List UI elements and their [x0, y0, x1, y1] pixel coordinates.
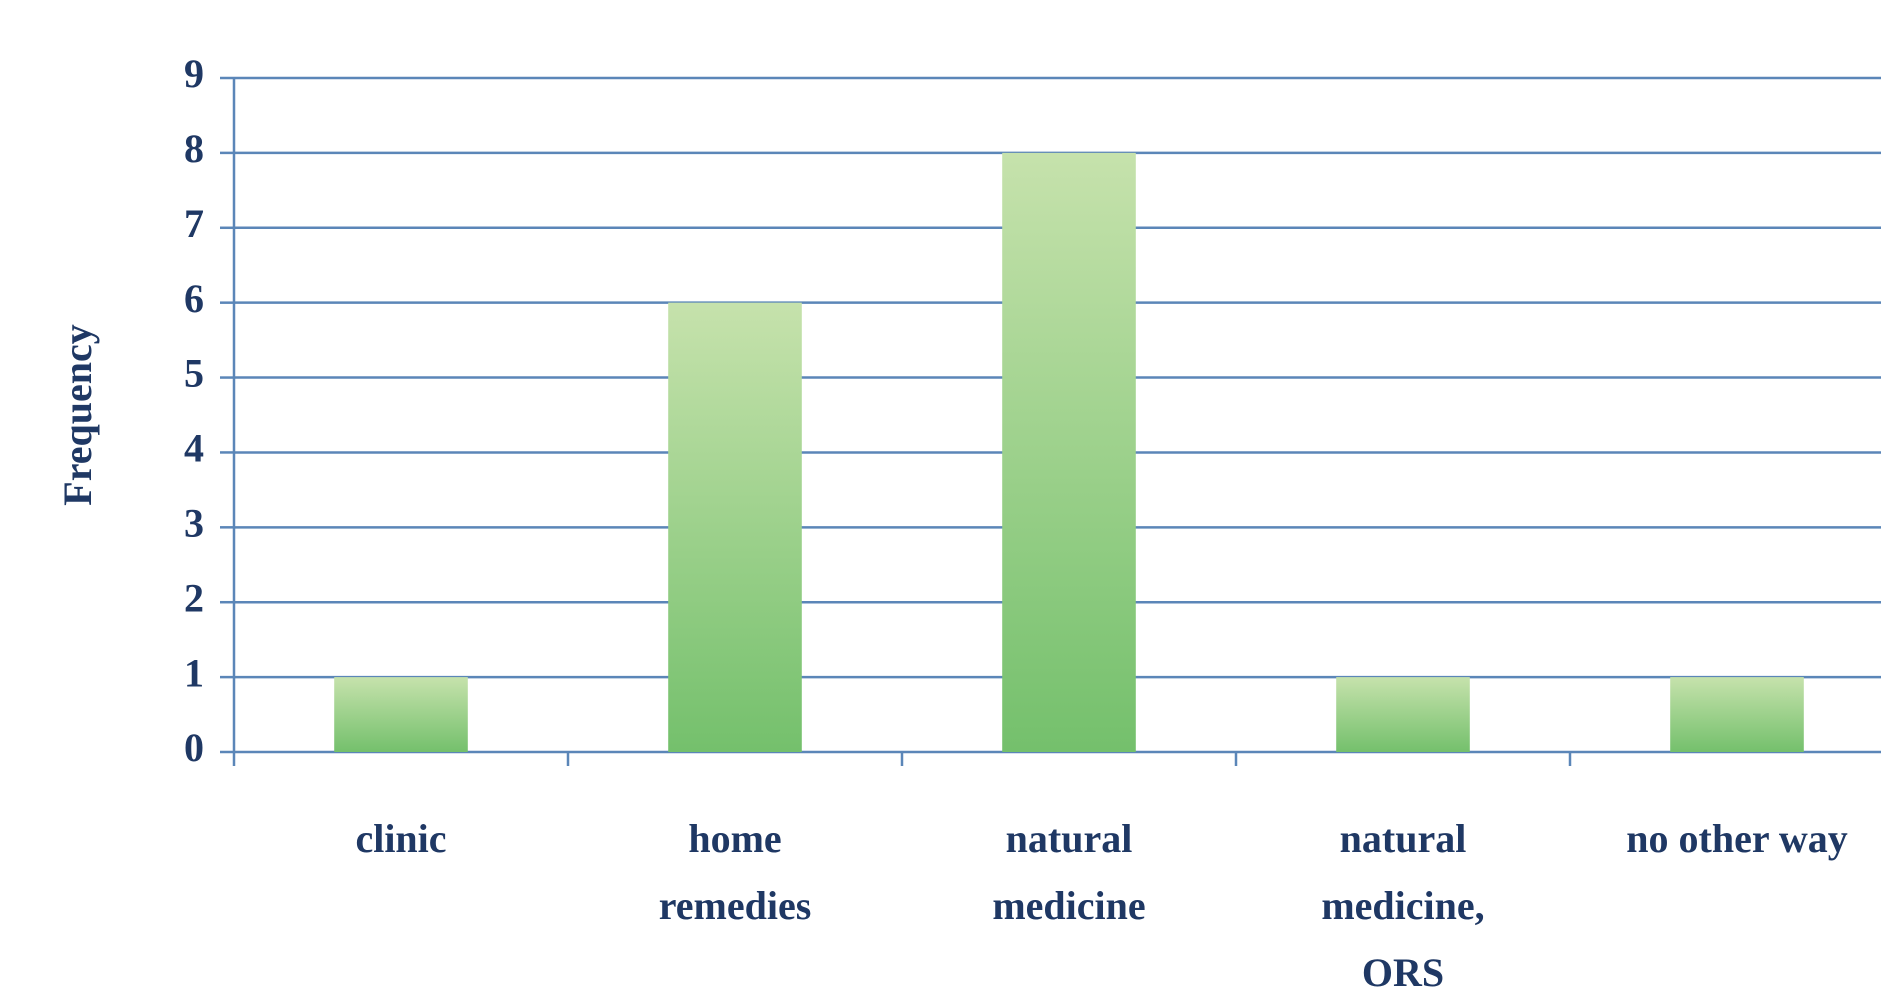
- y-tick-label: 0: [184, 725, 204, 770]
- bar: [334, 677, 468, 752]
- y-axis-title: Frequency: [55, 324, 100, 505]
- y-tick-label: 1: [184, 650, 204, 695]
- x-tick-label: no other way: [1626, 816, 1847, 861]
- y-tick-label: 9: [184, 51, 204, 96]
- x-tick-label: home remedies: [659, 816, 812, 928]
- x-tick-label: natural medicine, ORS: [1321, 816, 1484, 995]
- y-tick-label: 2: [184, 575, 204, 620]
- bar: [1670, 677, 1804, 752]
- x-tick-label: clinic: [355, 816, 446, 861]
- y-tick-label: 4: [184, 426, 204, 471]
- y-tick-label: 7: [184, 201, 204, 246]
- bar: [1336, 677, 1470, 752]
- y-tick-label: 6: [184, 276, 204, 321]
- y-tick-label: 5: [184, 351, 204, 396]
- bar: [668, 302, 802, 752]
- bar: [1002, 152, 1136, 752]
- y-tick-label: 8: [184, 126, 204, 171]
- x-tick-label: natural medicine: [992, 816, 1145, 928]
- y-tick-label: 3: [184, 501, 204, 546]
